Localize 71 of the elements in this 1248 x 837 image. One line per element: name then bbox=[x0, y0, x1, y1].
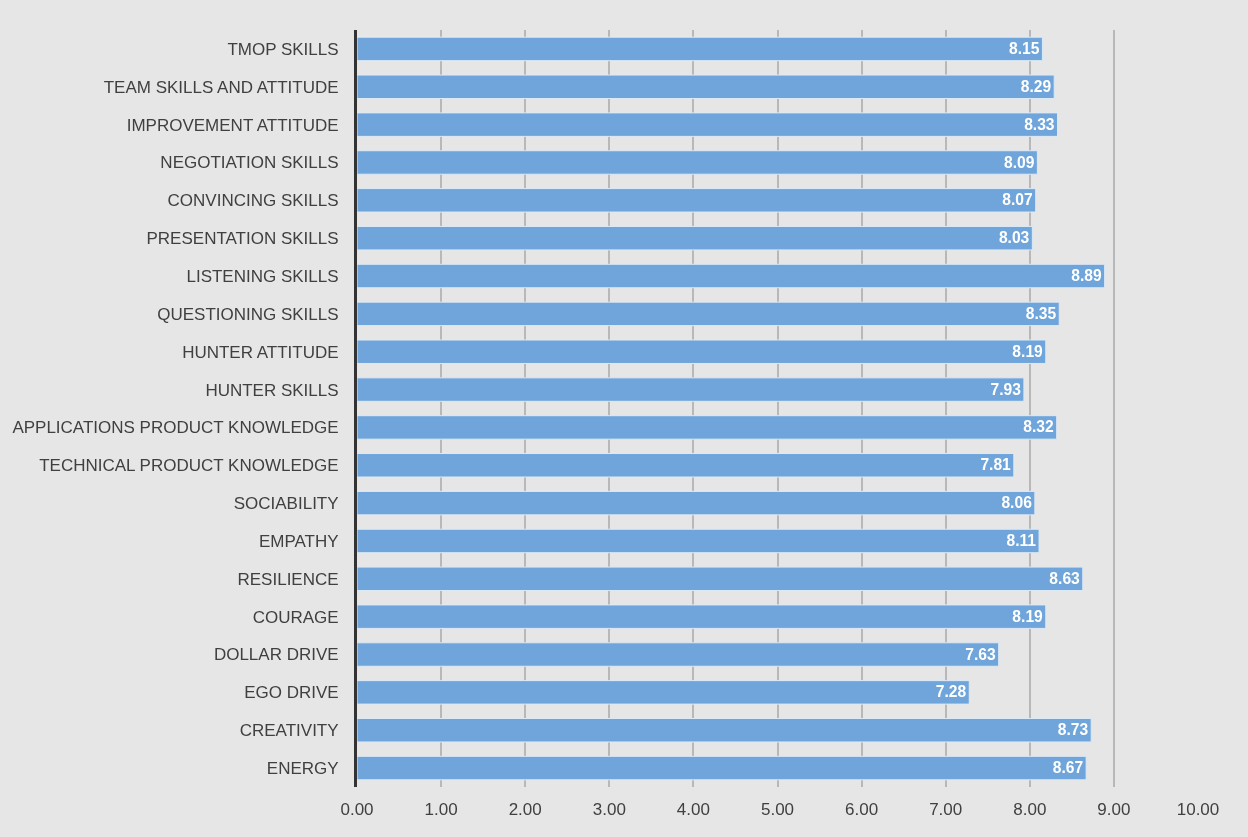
bar bbox=[357, 225, 1033, 251]
bar bbox=[357, 301, 1060, 327]
x-tick-label: 7.00 bbox=[929, 800, 963, 819]
data-label: 7.81 bbox=[980, 456, 1012, 474]
y-tick-label: PRESENTATION SKILLS bbox=[146, 229, 339, 249]
y-tick-label: NEGOTIATION SKILLS bbox=[160, 153, 339, 173]
data-label: 8.19 bbox=[1012, 342, 1044, 360]
bar bbox=[357, 755, 1087, 781]
bar bbox=[357, 453, 1015, 478]
x-tick-label: 10.00 bbox=[1176, 800, 1220, 819]
y-tick-label: HUNTER SKILLS bbox=[205, 380, 339, 400]
x-tick-label: 6.00 bbox=[845, 800, 879, 819]
data-label: 8.11 bbox=[1006, 532, 1037, 550]
bar bbox=[357, 680, 970, 705]
bar bbox=[357, 263, 1106, 289]
data-label: 7.63 bbox=[965, 645, 996, 663]
y-tick-label: HUNTER ATTITUDE bbox=[182, 342, 339, 362]
bar bbox=[357, 377, 1025, 402]
x-tick-label: 1.00 bbox=[424, 800, 458, 819]
x-tick-label: 4.00 bbox=[676, 800, 710, 819]
x-tick-label: 3.00 bbox=[592, 800, 626, 819]
data-label: 8.63 bbox=[1049, 569, 1081, 587]
data-label: 8.29 bbox=[1020, 77, 1052, 95]
data-label: 7.93 bbox=[990, 380, 1022, 398]
data-label: 8.06 bbox=[1001, 494, 1033, 512]
y-tick-label: APPLICATIONS PRODUCT KNOWLEDGE bbox=[12, 418, 339, 438]
data-label: 8.15 bbox=[1008, 39, 1040, 57]
bar bbox=[357, 415, 1058, 440]
bar bbox=[357, 74, 1055, 100]
data-label: 8.03 bbox=[998, 229, 1030, 247]
y-tick-label: DOLLAR DRIVE bbox=[213, 645, 339, 665]
y-tick-label: COURAGE bbox=[252, 607, 339, 627]
y-tick-label: EGO DRIVE bbox=[244, 683, 339, 703]
y-tick-label: TMOP SKILLS bbox=[227, 39, 339, 59]
bar bbox=[357, 339, 1047, 364]
data-label: 8.73 bbox=[1057, 721, 1089, 739]
y-tick-label: RESILIENCE bbox=[237, 569, 339, 589]
y-tick-label: ENERGY bbox=[266, 759, 339, 779]
data-label: 8.67 bbox=[1052, 759, 1084, 777]
y-tick-label: CONVINCING SKILLS bbox=[167, 191, 339, 211]
data-label: 8.89 bbox=[1071, 267, 1102, 285]
data-label: 7.28 bbox=[935, 683, 967, 701]
bar bbox=[357, 642, 1000, 667]
x-tick-label: 9.00 bbox=[1097, 800, 1131, 819]
data-label: 8.07 bbox=[1002, 191, 1033, 209]
bar bbox=[357, 36, 1043, 62]
data-label: 8.19 bbox=[1012, 607, 1044, 625]
x-tick-label: 8.00 bbox=[1013, 800, 1047, 819]
x-tick-label: 5.00 bbox=[760, 800, 795, 819]
bar bbox=[357, 112, 1059, 137]
x-tick-label: 2.00 bbox=[508, 800, 542, 819]
bar bbox=[357, 150, 1038, 175]
data-label: 8.35 bbox=[1025, 304, 1057, 322]
data-label: 8.32 bbox=[1023, 418, 1055, 436]
data-label: 8.09 bbox=[1003, 153, 1035, 171]
y-tick-label: CREATIVITY bbox=[239, 721, 339, 741]
bar bbox=[357, 717, 1092, 743]
y-tick-label: IMPROVEMENT ATTITUDE bbox=[126, 115, 339, 135]
data-label: 8.33 bbox=[1024, 115, 1055, 133]
y-tick-label: SOCIABILITY bbox=[233, 494, 339, 514]
y-tick-label: TECHNICAL PRODUCT KNOWLEDGE bbox=[39, 456, 339, 476]
y-tick-label: EMPATHY bbox=[258, 531, 339, 551]
bar bbox=[357, 528, 1040, 554]
y-tick-label: LISTENING SKILLS bbox=[186, 266, 339, 286]
y-tick-label: QUESTIONING SKILLS bbox=[157, 304, 339, 324]
bar bbox=[357, 188, 1037, 213]
x-tick-label: 0.00 bbox=[340, 800, 374, 819]
bar bbox=[357, 604, 1047, 629]
y-tick-label: TEAM SKILLS AND ATTITUDE bbox=[103, 77, 339, 97]
bar bbox=[357, 566, 1084, 592]
bar bbox=[357, 490, 1036, 516]
